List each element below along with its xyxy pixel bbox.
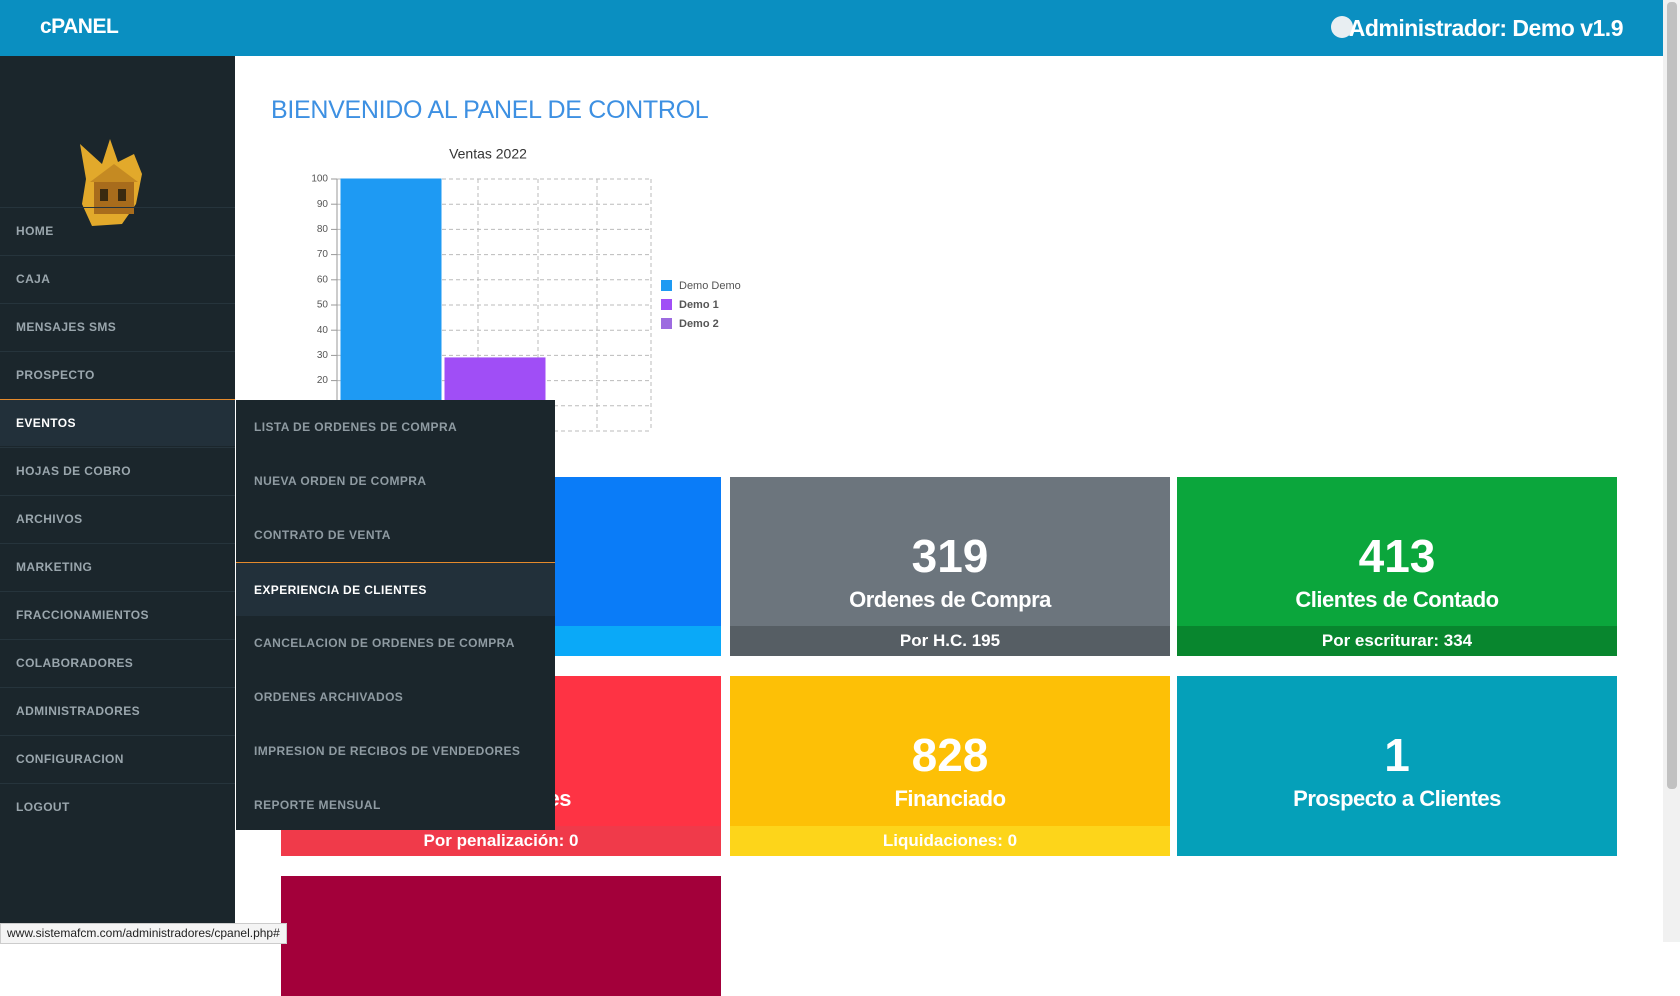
chart-title: Ventas 2022 <box>449 146 527 162</box>
menu-item[interactable]: PROSPECTO <box>0 351 235 398</box>
submenu-item[interactable]: EXPERIENCIA DE CLIENTES <box>236 562 555 616</box>
menu-item[interactable]: ADMINISTRADORES <box>0 687 235 734</box>
status-bar: www.sistemafcm.com/administradores/cpane… <box>0 923 287 944</box>
submenu-item[interactable]: CANCELACION DE ORDENES DE COMPRA <box>254 636 515 650</box>
y-tick-label: 90 <box>317 199 329 210</box>
menu-item[interactable]: COLABORADORES <box>0 639 235 686</box>
y-tick-label: 30 <box>317 350 329 361</box>
stat-card[interactable]: 319 Ordenes de Compra Por H.C. 195 <box>730 477 1170 656</box>
menu-item[interactable]: CONFIGURACION <box>0 735 235 782</box>
card-footer: Por escriturar: 334 <box>1177 626 1617 656</box>
legend-swatch <box>661 299 672 310</box>
stat-card[interactable]: 413 Clientes de Contado Por escriturar: 33… <box>1177 477 1617 656</box>
menu-item[interactable]: EVENTOS <box>0 399 235 446</box>
menu-item[interactable]: ARCHIVOS <box>0 495 235 542</box>
submenu-item[interactable]: REPORTE MENSUAL <box>254 798 381 812</box>
card-number: 319 <box>911 530 989 582</box>
menu-item[interactable]: FRACCIONAMIENTOS <box>0 591 235 638</box>
menu-item[interactable]: HOJAS DE COBRO <box>0 447 235 494</box>
user-name[interactable]: Administrador: Demo v1.9 <box>1348 15 1624 41</box>
card-label: Prospecto a Clientes <box>1293 786 1501 811</box>
legend-swatch <box>661 280 672 291</box>
bar <box>340 178 442 432</box>
legend-swatch <box>661 318 672 329</box>
sidebar: HOME CAJA MENSAJES SMS PROSPECTO EVENTOS HOJA… <box>0 56 235 942</box>
card-number: 828 <box>911 729 989 781</box>
stat-card[interactable]: 828 Financiado Liquidaciones: 0 <box>730 676 1170 856</box>
menu-item[interactable]: LOGOUT <box>0 783 235 830</box>
card-label: Ordenes de Compra <box>849 587 1051 612</box>
y-tick-label: 40 <box>317 325 329 336</box>
card-footer: Por H.C. 195 <box>730 626 1170 656</box>
chart: Ventas 20220102030405060708090100Demo De… <box>311 146 741 437</box>
card-number: 413 <box>1358 530 1436 582</box>
card-label: Clientes de Contado <box>1295 587 1499 612</box>
scroll-thumb[interactable] <box>1667 2 1677 789</box>
y-tick-label: 80 <box>317 224 329 235</box>
y-tick-label: 20 <box>317 375 329 386</box>
logo <box>80 139 142 226</box>
card-label: ro <box>529 587 721 613</box>
card-number: 1 <box>1384 729 1410 781</box>
y-tick-label: 70 <box>317 249 329 260</box>
submenu-item[interactable]: NUEVA ORDEN DE COMPRA <box>254 474 427 488</box>
stat-card[interactable] <box>281 876 721 996</box>
legend-label: Demo 1 <box>679 299 719 311</box>
y-tick-label: 100 <box>311 174 328 185</box>
avatar[interactable] <box>1331 16 1353 38</box>
menu-item[interactable]: CAJA <box>0 255 235 302</box>
submenu-item[interactable]: LISTA DE ORDENES DE COMPRA <box>254 420 458 434</box>
legend-label: Demo Demo <box>679 280 741 292</box>
submenu-item[interactable]: ORDENES ARCHIVADOS <box>254 690 404 704</box>
card-footer: Por penalización: 0 <box>281 826 721 856</box>
legend-label: Demo 2 <box>679 318 719 330</box>
card-label: Financiado <box>894 786 1006 811</box>
submenu-item[interactable]: CONTRATO DE VENTA <box>254 528 391 542</box>
menu-item[interactable]: MENSAJES SMS <box>0 303 235 350</box>
brand[interactable]: cPANEL <box>40 15 119 38</box>
menu-item[interactable]: HOME <box>0 207 235 254</box>
header: cPANEL Administrador: Demo v1.9 <box>0 0 1663 56</box>
card-footer: Liquidaciones: 0 <box>730 826 1170 856</box>
submenu: LISTA DE ORDENES DE COMPRA NUEVA ORDEN DE… <box>236 400 555 830</box>
submenu-item[interactable]: IMPRESION DE RECIBOS DE VENDEDORES <box>254 744 521 758</box>
menu-item[interactable]: MARKETING <box>0 543 235 590</box>
stat-card[interactable]: 1 Prospecto a Clientes <box>1177 676 1617 856</box>
y-tick-label: 50 <box>317 300 329 311</box>
y-tick-label: 60 <box>317 274 329 285</box>
page-title: BIENVENIDO AL PANEL DE CONTROL <box>271 96 709 124</box>
